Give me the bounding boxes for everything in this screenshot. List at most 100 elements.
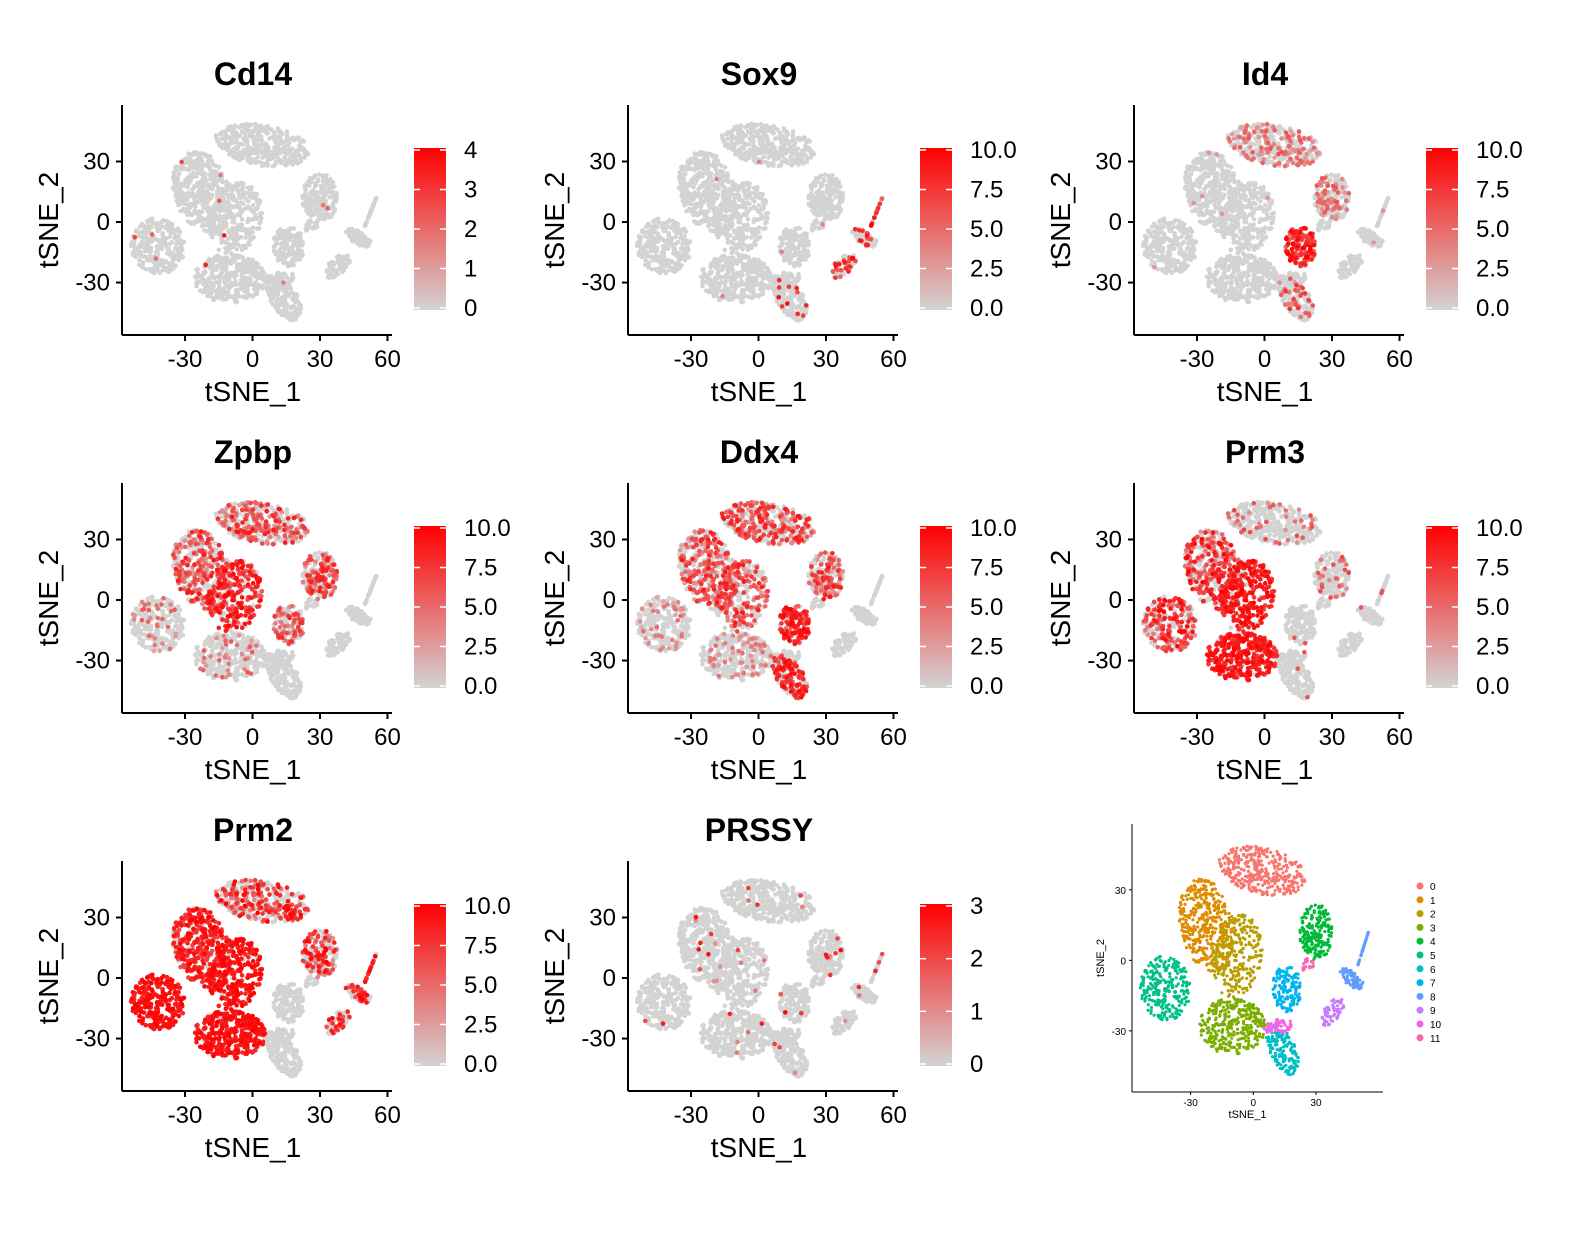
cell-point: [700, 267, 705, 273]
cell-point: [725, 240, 730, 245]
cell-point: [321, 182, 327, 187]
cell-point: [306, 211, 311, 216]
cell-point: [741, 261, 746, 267]
cell-point: [829, 190, 835, 195]
cell-point: [650, 230, 656, 236]
cell-point: [796, 251, 802, 257]
cell-point: [770, 146, 776, 151]
cell-point: [691, 195, 697, 200]
cell-point: [785, 301, 790, 306]
cell-point: [153, 249, 159, 255]
cell-point: [176, 171, 182, 177]
cell-point: [321, 198, 327, 203]
cell-point: [155, 245, 160, 251]
cell-point: [703, 156, 709, 162]
cell-point: [251, 136, 256, 142]
cell-point: [234, 247, 239, 252]
cell-point: [252, 212, 258, 217]
cell-point: [669, 236, 674, 241]
cell-point: [766, 273, 772, 278]
cell-point: [768, 128, 773, 134]
cell-point: [820, 222, 825, 227]
cell-point: [651, 245, 657, 250]
cell-point: [220, 286, 225, 292]
cell-point: [748, 147, 754, 153]
cell-point: [185, 179, 191, 184]
cell-point: [772, 292, 778, 298]
cell-point: [749, 121, 754, 127]
cell-point: [228, 124, 233, 129]
cell-point: [217, 279, 222, 284]
cell-point: [738, 270, 744, 276]
cell-point: [850, 255, 856, 261]
cell-point: [769, 141, 775, 146]
cell-point: [679, 165, 684, 171]
cell-point: [247, 242, 252, 247]
cell-point: [795, 289, 800, 295]
cell-point: [701, 271, 707, 276]
cell-point: [205, 290, 211, 295]
cell-point: [795, 311, 800, 317]
cell-point: [788, 271, 793, 277]
cell-point: [192, 160, 197, 166]
cell-point: [697, 170, 702, 176]
cell-point: [244, 136, 249, 141]
cell-point: [351, 237, 356, 242]
cell-point: [705, 166, 711, 172]
cell-point: [138, 250, 144, 255]
cell-point: [163, 236, 168, 241]
cell-point: [740, 184, 746, 190]
cell-point: [788, 162, 794, 167]
cell-point: [721, 193, 727, 198]
cell-point: [298, 139, 303, 144]
cell-point: [714, 229, 720, 234]
cell-point: [270, 163, 276, 169]
cell-point: [287, 277, 292, 282]
cell-point: [846, 269, 851, 274]
cell-point: [817, 225, 822, 230]
cell-point: [211, 258, 216, 264]
cell-point: [779, 249, 784, 254]
cell-point: [744, 192, 750, 198]
cell-point: [155, 220, 160, 226]
cell-point: [776, 295, 781, 300]
cell-point: [300, 202, 306, 208]
cell-point: [277, 247, 283, 252]
cell-point: [295, 248, 301, 254]
cell-point: [703, 151, 709, 157]
cell-point: [750, 129, 755, 134]
cell-point: [312, 210, 318, 215]
cell-point: [660, 267, 666, 272]
cell-point: [196, 198, 202, 204]
cell-point: [239, 187, 245, 193]
cell-point: [725, 129, 731, 135]
cell-point: [804, 139, 809, 144]
cell-point: [791, 292, 796, 298]
cell-point: [742, 203, 747, 209]
cell-point: [707, 281, 712, 287]
cell-point: [805, 253, 810, 259]
cell-point: [257, 128, 262, 134]
cell-point: [786, 148, 792, 154]
cell-point: [835, 205, 840, 211]
cell-point: [760, 191, 765, 197]
cell-point: [722, 223, 728, 228]
cell-point: [271, 244, 277, 250]
cell-point: [194, 280, 199, 286]
cell-point: [726, 286, 731, 292]
cell-point: [172, 171, 177, 177]
cell-point: [229, 281, 234, 286]
cell-point: [149, 232, 155, 237]
cell-point: [181, 239, 187, 245]
cell-point: [872, 215, 877, 220]
cell-point: [132, 234, 138, 240]
cell-point: [194, 283, 199, 289]
cell-point: [754, 293, 759, 298]
cell-point: [235, 242, 241, 247]
cell-point: [316, 196, 322, 202]
cell-point: [329, 190, 335, 196]
cell-point: [165, 222, 170, 228]
cell-point: [274, 306, 279, 311]
cell-point: [273, 249, 279, 254]
cell-point: [684, 208, 689, 214]
